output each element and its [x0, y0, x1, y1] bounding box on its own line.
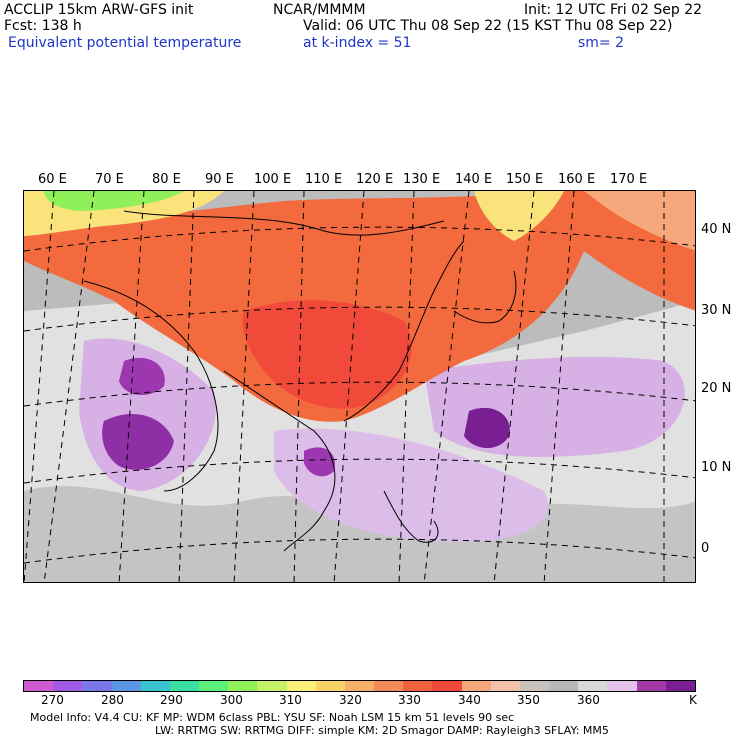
- footer-physics-info: LW: RRTMG SW: RRTMG DIFF: simple KM: 2D …: [155, 724, 609, 737]
- latitude-label: 30 N: [701, 303, 732, 318]
- colorbar-swatch: [549, 681, 579, 691]
- colorbar-unit: K: [689, 693, 697, 707]
- colorbar-label: 360: [577, 693, 600, 707]
- colorbar-label: 330: [398, 693, 421, 707]
- colorbar-swatch: [344, 681, 375, 691]
- colorbar-label: 320: [339, 693, 362, 707]
- init-time: Init: 12 UTC Fri 02 Sep 22: [524, 2, 703, 18]
- longitude-label: 120 E: [356, 172, 394, 187]
- longitude-label: 110 E: [305, 172, 343, 187]
- latitude-label: 0: [701, 541, 710, 556]
- longitude-label: 60 E: [38, 172, 67, 187]
- colorbar-swatch: [490, 681, 520, 691]
- colorbar-swatch: [24, 681, 54, 691]
- latitude-label: 20 N: [701, 381, 732, 396]
- longitude-label: 70 E: [95, 172, 124, 187]
- colorbar-label: 290: [160, 693, 183, 707]
- purple-core-india: [102, 413, 174, 470]
- coastlines: [83, 210, 517, 552]
- org-label: NCAR/MMMM: [273, 2, 366, 18]
- longitude-label: 140 E: [455, 172, 493, 187]
- colorbar-label: 280: [101, 693, 124, 707]
- colorbar-swatch: [228, 681, 258, 691]
- colorbar-label: 340: [458, 693, 481, 707]
- footer-model-info: Model Info: V4.4 CU: KF MP: WDM 6class P…: [30, 711, 515, 724]
- colorbar-swatch: [315, 681, 345, 691]
- green-region: [44, 191, 184, 211]
- lavender-region-pacific: [424, 356, 685, 457]
- valid-time: Valid: 06 UTC Thu 08 Sep 22 (15 KST Thu …: [303, 18, 673, 34]
- map-panel: [23, 190, 696, 583]
- light-orange-region: [584, 191, 695, 251]
- colorbar-swatch: [636, 681, 666, 691]
- colorbar-swatch: [199, 681, 229, 691]
- latitude-label: 40 N: [701, 222, 732, 237]
- colorbar-swatch: [665, 681, 695, 691]
- colorbar-swatch: [403, 681, 433, 691]
- longitude-label: 90 E: [205, 172, 234, 187]
- colorbar-swatch: [111, 681, 141, 691]
- longitude-label: 170 E: [610, 172, 648, 187]
- colorbar-swatch: [432, 681, 462, 691]
- colorbar-swatch: [607, 681, 637, 691]
- colorbar-swatch: [53, 681, 83, 691]
- colorbar-label: 270: [41, 693, 64, 707]
- colorbar-swatch: [374, 681, 404, 691]
- longitude-label: 160 E: [558, 172, 596, 187]
- colorbar: [23, 680, 696, 692]
- purple-core-indochina: [304, 447, 335, 477]
- smoothing-info: sm= 2: [578, 35, 625, 51]
- colorbar-swatch: [578, 681, 608, 691]
- longitude-label: 150 E: [506, 172, 544, 187]
- colorbar-swatch: [140, 681, 170, 691]
- colorbar-label: 300: [220, 693, 243, 707]
- longitude-label: 130 E: [403, 172, 441, 187]
- colorbar-swatch: [257, 681, 287, 691]
- yellow-region-east: [474, 191, 564, 241]
- lavender-region-scs: [274, 428, 548, 542]
- level-info: at k-index = 51: [303, 35, 412, 51]
- colorbar-swatch: [82, 681, 112, 691]
- field-name: Equivalent potential temperature: [8, 35, 242, 51]
- latitude-label: 10 N: [701, 460, 732, 475]
- longitude-label: 80 E: [152, 172, 181, 187]
- forecast-hour: Fcst: 138 h: [4, 18, 82, 34]
- colorbar-swatch: [461, 681, 491, 691]
- meridian-line: [43, 191, 95, 582]
- model-title: ACCLIP 15km ARW-GFS init: [4, 2, 194, 18]
- colorbar-swatch: [286, 681, 316, 691]
- longitude-label: 100 E: [254, 172, 292, 187]
- orange-red-region-china: [242, 300, 412, 409]
- map-graphic: [24, 191, 695, 582]
- graticule-lines: [24, 191, 695, 582]
- purple-core-bay: [119, 357, 165, 396]
- colorbar-label: 350: [517, 693, 540, 707]
- purple-core-typhoon: [464, 407, 510, 449]
- colorbar-swatch: [169, 681, 200, 691]
- colorbar-swatch: [519, 681, 550, 691]
- colorbar-label: 310: [279, 693, 302, 707]
